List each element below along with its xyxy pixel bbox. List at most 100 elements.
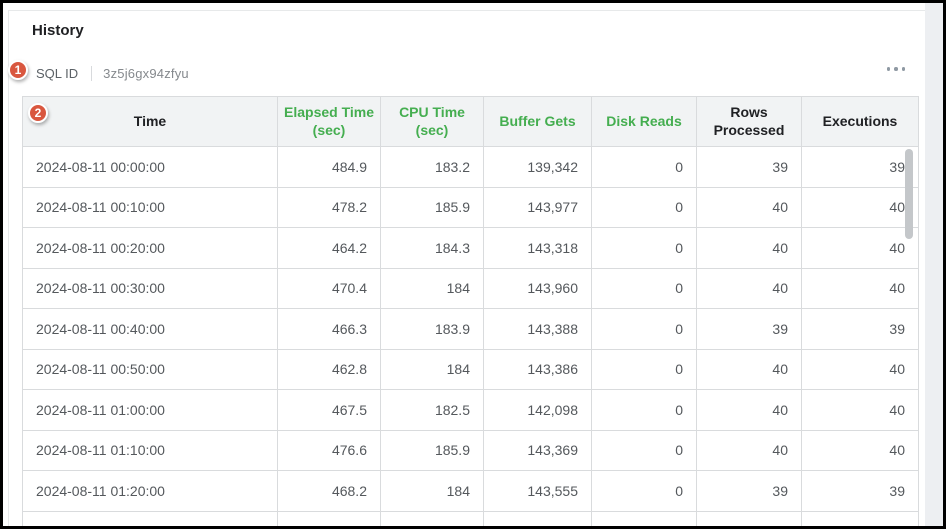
table-row: 2024-08-11 01:00:00 467.5 182.5 142,098 0 40 4… [22,389,919,431]
table-cell: 40 [696,348,802,390]
table-cell: 0 [591,186,697,228]
table-cell: 184 [380,348,484,390]
table-cell: 40 [801,348,919,390]
table-cell: 40 [801,186,919,228]
table-row: 2024-08-11 01:20:00 468.2 184 143,555 0 39 39 [22,470,919,512]
sql-id-label: SQL ID [36,65,79,81]
table-cell: 466.3 [277,308,381,350]
table-cell: 2024-08-11 01:00:00 [22,389,278,431]
table-cell: 2024-08-11 00:40:00 [22,308,278,350]
table-cell: 0 [591,227,697,269]
column-header-disk-reads[interactable]: Disk Reads [591,96,697,147]
table-cell: 0 [591,267,697,309]
table-cell: 143,555 [483,470,592,512]
table-cell: 0 [591,348,697,390]
table-cell: 39 [801,470,919,512]
table-cell: 0 [591,308,697,350]
table-cell: 184 [380,267,484,309]
table-cell [22,510,278,526]
table-cell: 40 [696,267,802,309]
page-scrollbar-track[interactable] [925,3,943,526]
table-cell: 39 [801,308,919,350]
more-options-icon[interactable] [881,61,911,77]
table-cell: 40 [696,227,802,269]
table-cell: 2024-08-11 00:50:00 [22,348,278,390]
table-cell: 40 [696,429,802,471]
table-cell: 2024-08-11 00:20:00 [22,227,278,269]
table-cell: 143,318 [483,227,592,269]
table-cell: 39 [696,146,802,188]
table-cell: 139,342 [483,146,592,188]
history-table: Time Elapsed Time (sec) CPU Time (sec) Buff… [22,96,919,526]
table-cell: 183.9 [380,308,484,350]
sql-id-value: 3z5j6gx94zfyu [103,65,189,81]
table-cell: 0 [591,470,697,512]
column-header-time[interactable]: Time [22,96,278,147]
table-cell: 39 [696,308,802,350]
table-row: 2024-08-11 01:10:00 476.6 185.9 143,369 0 40 4… [22,429,919,471]
table-cell: 40 [801,227,919,269]
table-cell: 2024-08-11 00:30:00 [22,267,278,309]
table-cell [277,510,381,526]
ellipsis-dot [894,67,898,71]
column-header-cpu-time-sec[interactable]: CPU Time (sec) [380,96,484,147]
history-panel: History 1 SQL ID 3z5j6gx94zfyu 2 Time Ela… [3,3,943,526]
table-cell: 40 [801,267,919,309]
table-cell: 2024-08-11 00:00:00 [22,146,278,188]
column-header-elapsed-time-sec[interactable]: Elapsed Time (sec) [277,96,381,147]
column-header-buffer-gets[interactable]: Buffer Gets [483,96,592,147]
table-cell [380,510,484,526]
table-cell: 2024-08-11 00:10:00 [22,186,278,228]
callout-badge-1: 1 [8,60,28,80]
table-cell: 182.5 [380,389,484,431]
callout-badge-2: 2 [28,103,48,123]
table-cell: 484.9 [277,146,381,188]
table-row: 2024-08-11 00:00:00 484.9 183.2 139,342 0 39 3… [22,146,919,188]
table-row: 2024-08-11 00:30:00 470.4 184 143,960 0 40 40 [22,267,919,309]
ellipsis-dot [886,67,891,71]
table-cell: 470.4 [277,267,381,309]
table-row: 2024-08-11 00:50:00 462.8 184 143,386 0 40 40 [22,348,919,390]
table-cell: 143,369 [483,429,592,471]
table-cell: 462.8 [277,348,381,390]
table-cell: 40 [801,389,919,431]
table-cell: 143,388 [483,308,592,350]
table-cell: 2024-08-11 01:10:00 [22,429,278,471]
table-scrollbar-thumb[interactable] [905,149,913,239]
table-cell: 184.3 [380,227,484,269]
column-header-executions[interactable]: Executions [801,96,919,147]
table-cell: 184 [380,470,484,512]
sql-id-row: SQL ID 3z5j6gx94zfyu [36,63,189,83]
table-cell: 39 [801,146,919,188]
table-header-row: Time Elapsed Time (sec) CPU Time (sec) Buff… [22,96,919,147]
table-cell: 0 [591,146,697,188]
table-cell: 40 [801,429,919,471]
table-cell: 464.2 [277,227,381,269]
table-row: 2024-08-11 00:40:00 466.3 183.9 143,388 0 39 3… [22,308,919,350]
table-cell: 185.9 [380,429,484,471]
table-cell [591,510,697,526]
table-row: 2024-08-11 00:10:00 478.2 185.9 143,977 0 40 4… [22,186,919,228]
table-cell: 0 [591,389,697,431]
table-cell: 142,098 [483,389,592,431]
table-cell: 468.2 [277,470,381,512]
page-title: History [32,22,84,39]
table-cell: 467.5 [277,389,381,431]
table-row: 2024-08-11 00:20:00 464.2 184.3 143,318 0 40 4… [22,227,919,269]
ellipsis-dot [901,67,906,71]
table-row-partial [22,510,919,526]
table-cell [801,510,919,526]
table-cell: 143,386 [483,348,592,390]
column-header-rows-processed[interactable]: Rows Processed [696,96,802,147]
table-cell: 478.2 [277,186,381,228]
table-cell: 2024-08-11 01:20:00 [22,470,278,512]
table-cell: 40 [696,186,802,228]
table-cell: 143,960 [483,267,592,309]
table-cell: 39 [696,470,802,512]
table-cell: 143,977 [483,186,592,228]
table-cell: 185.9 [380,186,484,228]
table-cell: 183.2 [380,146,484,188]
table-cell: 476.6 [277,429,381,471]
table-cell: 0 [591,429,697,471]
